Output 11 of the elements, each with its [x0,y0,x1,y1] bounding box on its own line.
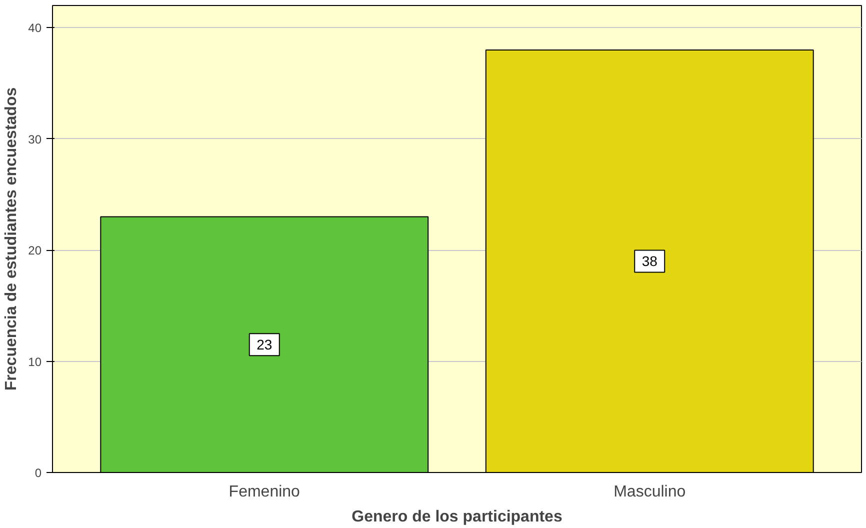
y-tick-label: 0 [34,466,42,480]
y-tick-label: 10 [28,354,42,369]
data-label: 38 [642,253,658,270]
x-tick-label: Masculino [614,484,686,500]
y-tick-label: 30 [28,132,42,146]
y-tick-label: 40 [28,21,42,36]
y-tick-label: 20 [28,244,42,258]
y-axis-title: Frecuencia de estudiantes encuestados [3,87,20,391]
x-axis-title: Genero de los participantes [352,508,562,526]
data-label: 23 [256,336,272,353]
x-tick-label: Femenino [228,484,300,500]
